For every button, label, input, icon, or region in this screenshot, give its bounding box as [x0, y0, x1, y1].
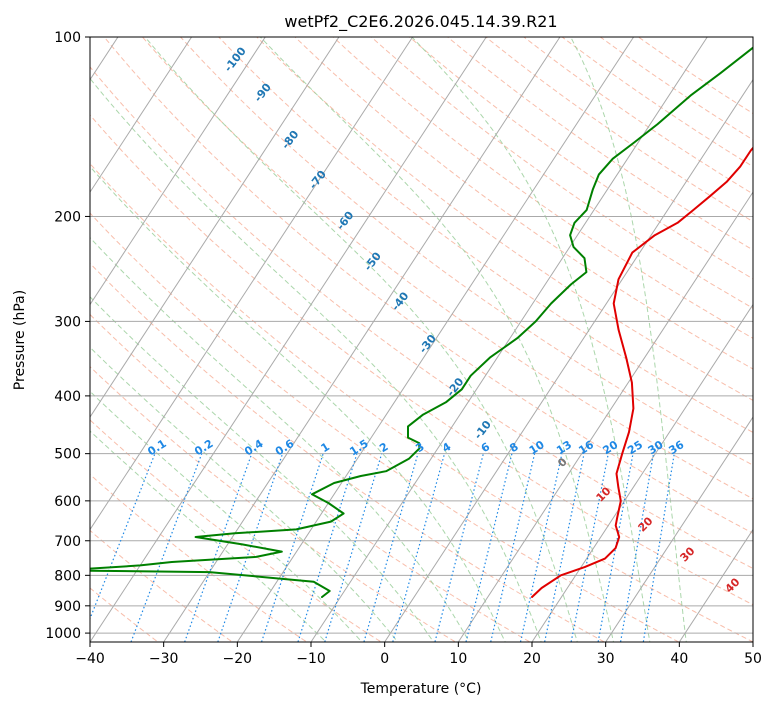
moist-adiabat	[90, 430, 327, 642]
y-tick-label: 1000	[45, 626, 81, 642]
y-axis-label: Pressure (hPa)	[12, 290, 28, 390]
x-tick-label: 20	[523, 651, 541, 667]
moist-adiabat	[144, 37, 578, 642]
temperature-profile	[531, 146, 753, 598]
y-tick-label: 300	[54, 314, 81, 330]
dry-adiabat	[218, 37, 753, 434]
isotherm-line	[457, 191, 753, 642]
x-tick-label: −10	[296, 651, 326, 667]
isotherm-line	[752, 641, 753, 642]
dry-adiabat	[408, 37, 753, 280]
mixing-ratio-line	[519, 453, 563, 642]
dry-adiabat	[256, 37, 753, 401]
x-tick-label: 0	[380, 651, 389, 667]
mixing-ratio-line	[642, 453, 675, 642]
isotherm-line	[90, 37, 193, 194]
isotherm-line	[531, 303, 753, 642]
mixing-ratio-line	[465, 453, 513, 642]
axis-ticks: −40 −30 −20 −10 0 10 20 30 40 50 100 200 300 400 500 60…	[45, 30, 762, 667]
dry-adiabat	[294, 37, 753, 370]
moist-adiabat	[90, 77, 542, 642]
dry-adiabat	[90, 66, 753, 570]
dry-adiabat	[90, 212, 680, 642]
mixing-ratio-line	[363, 453, 419, 642]
isotherm-line	[678, 528, 753, 642]
chart-title: wetPf2_C2E6.2026.045.14.39.R21	[284, 12, 557, 32]
moist-adiabat	[90, 346, 399, 642]
x-tick-label: −20	[223, 651, 253, 667]
y-tick-label: 800	[54, 568, 81, 584]
moist-adiabat	[90, 296, 435, 642]
isotherm-line	[384, 78, 753, 642]
mixing-ratio-line	[260, 453, 324, 642]
x-tick-label: 30	[597, 651, 615, 667]
y-tick-label: 900	[54, 599, 81, 615]
dry-adiabat	[90, 473, 308, 642]
dry-adiabat	[90, 313, 531, 642]
y-tick-label: 700	[54, 534, 81, 550]
isotherm-line	[90, 37, 487, 642]
y-tick-label: 100	[54, 30, 81, 46]
x-axis-label: Temperature (°C)	[360, 681, 482, 697]
x-tick-label: −30	[149, 651, 179, 667]
mixing-ratio-line	[597, 453, 634, 642]
isotherm-line	[90, 37, 266, 306]
moist-adiabat	[259, 37, 615, 642]
x-tick-label: 50	[744, 651, 762, 667]
x-tick-label: 10	[449, 651, 467, 667]
y-tick-label: 500	[54, 447, 81, 463]
y-tick-label: 600	[54, 494, 81, 510]
dry-adiabat	[90, 262, 606, 642]
dry-adiabat	[90, 365, 457, 642]
dewpoint-profile	[90, 46, 753, 598]
isotherm-line	[236, 37, 635, 642]
mixing-ratio-line	[392, 453, 446, 642]
isotherm-line	[605, 416, 753, 642]
mixing-ratio-line	[217, 453, 284, 642]
mixing-ratio-line	[490, 453, 536, 642]
mixing-ratio-line	[619, 453, 655, 642]
dry-adiabat	[90, 419, 383, 642]
mixing-ratio-line	[544, 453, 585, 642]
moist-adiabat	[570, 37, 687, 642]
y-tick-label: 200	[54, 209, 81, 225]
mixing-ratio-line	[324, 453, 383, 642]
dry-adiabat	[141, 37, 753, 500]
moist-adiabat	[90, 236, 470, 642]
moist-adiabat	[90, 390, 363, 642]
dry-adiabat	[103, 37, 753, 534]
mixing-ratio-line	[570, 453, 609, 642]
profile-lines	[90, 46, 753, 598]
x-tick-label: 40	[670, 651, 688, 667]
x-tick-label: −40	[75, 651, 105, 667]
mixing-ratio-line	[434, 453, 484, 642]
isotherm-line	[163, 37, 561, 642]
dry-adiabat	[90, 162, 753, 642]
plot-frame	[89, 36, 754, 643]
isotherm-line	[90, 37, 414, 531]
y-tick-label: 400	[54, 389, 81, 405]
isotherm-line	[90, 37, 340, 418]
mixing-ratio-line	[297, 453, 358, 642]
background-lines	[90, 37, 753, 642]
